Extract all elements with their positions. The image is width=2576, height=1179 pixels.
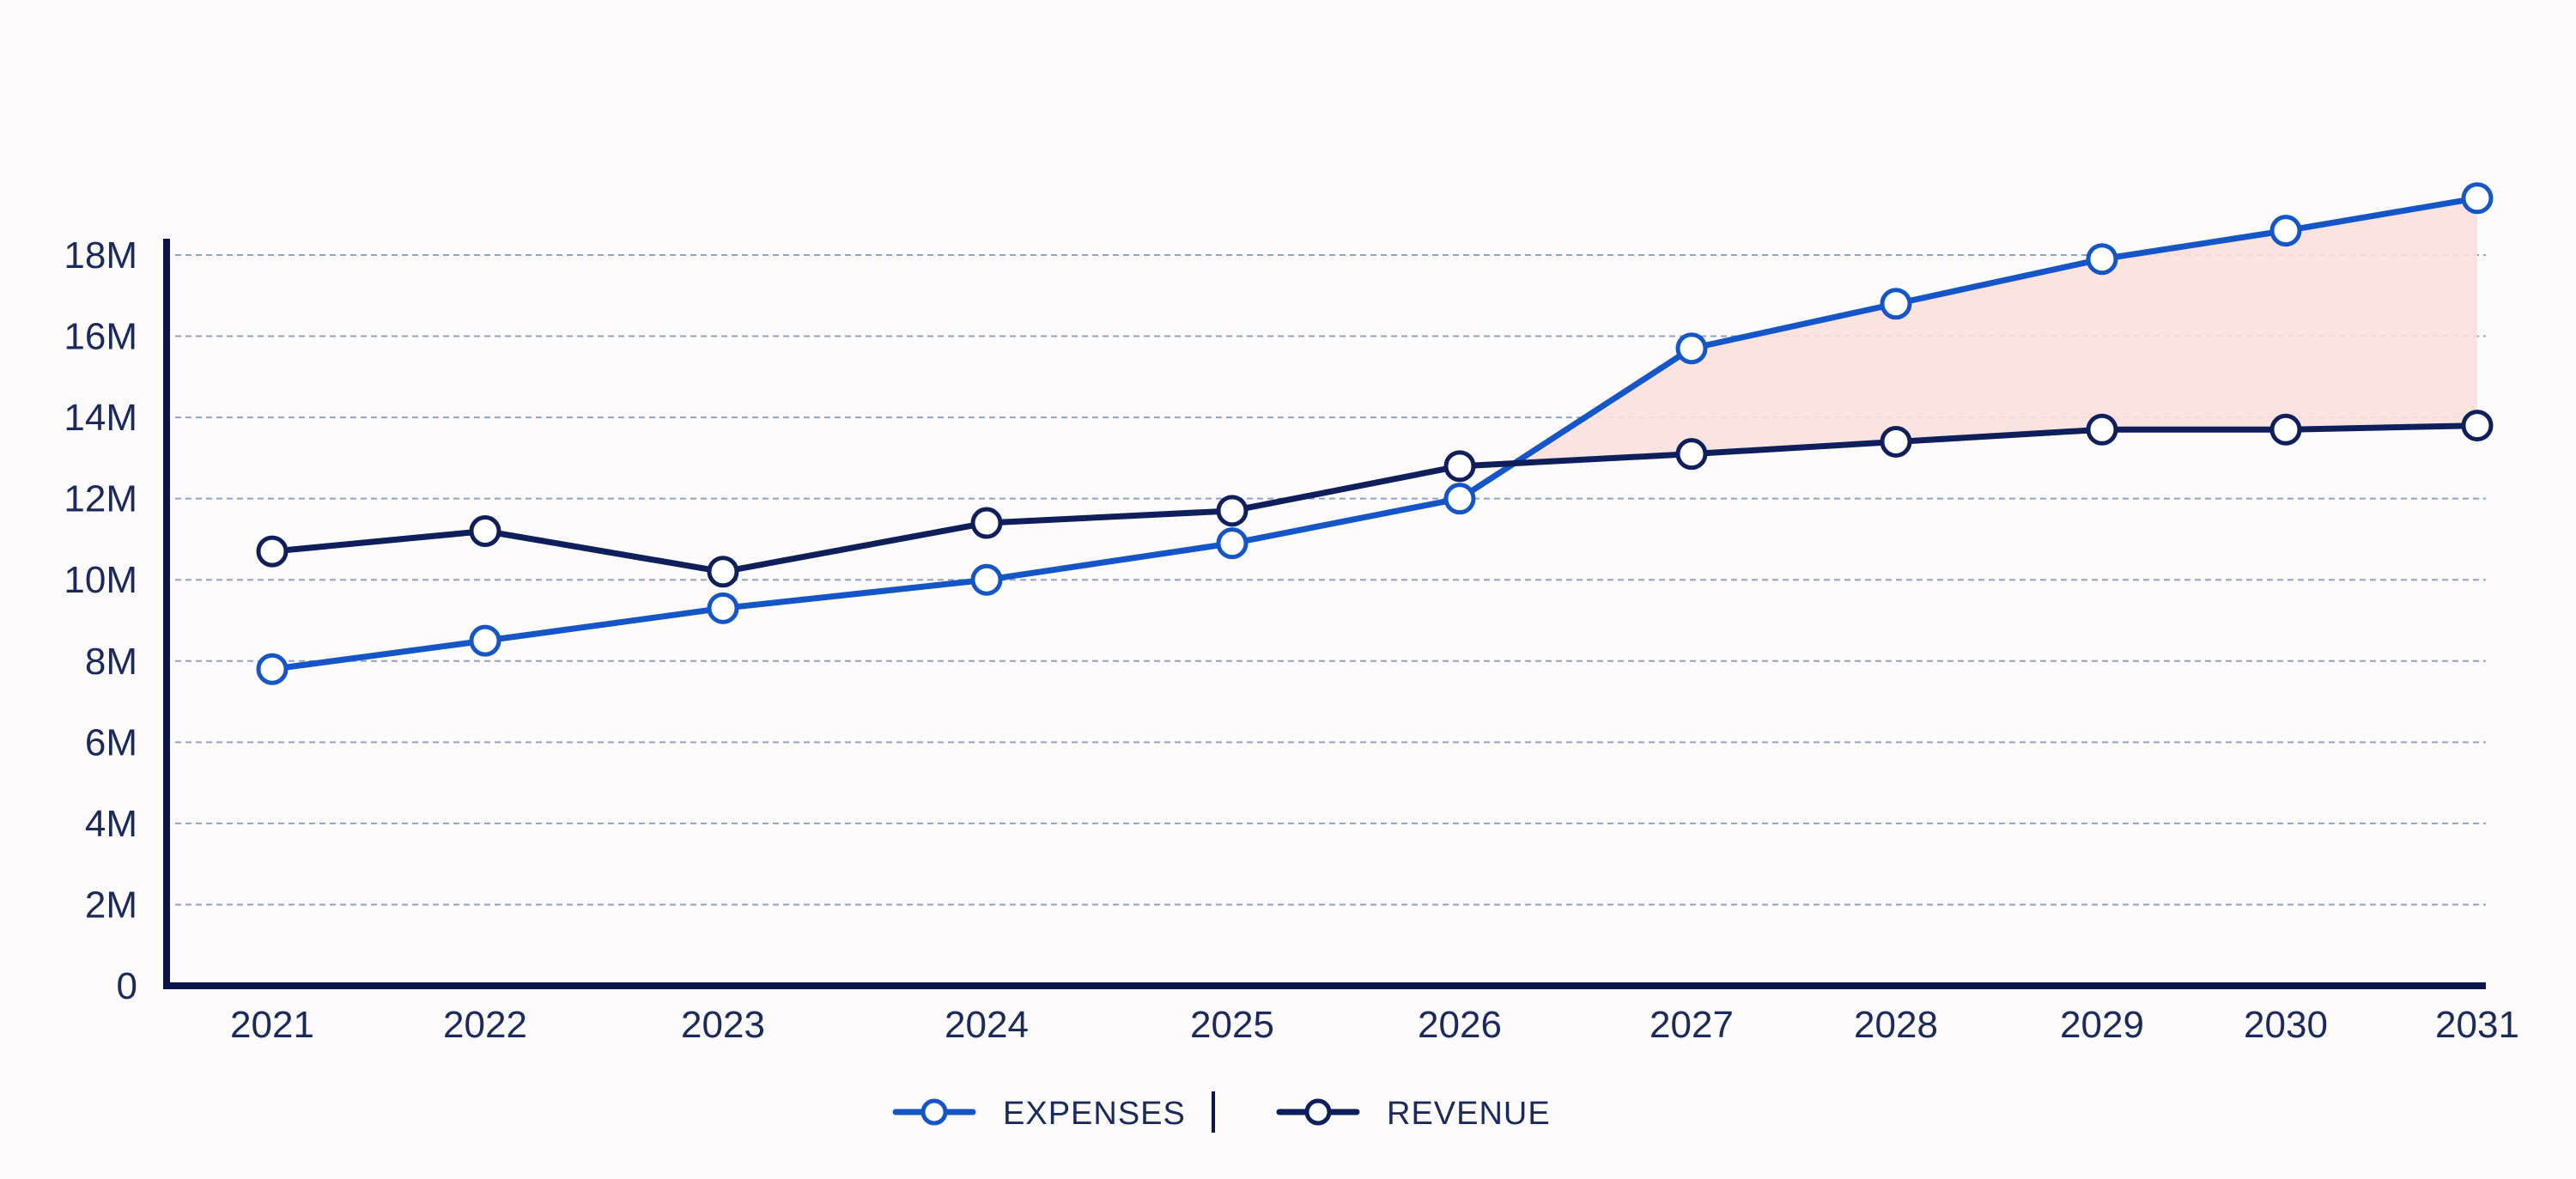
gap-fill: [1514, 198, 2477, 464]
data-point-revenue: [2086, 413, 2118, 446]
legend: EXPENSES REVENUE: [892, 1091, 1551, 1133]
y-tick-label: 0: [117, 965, 137, 1007]
x-tick-label: 2023: [681, 1004, 765, 1046]
x-tick-label: 2025: [1190, 1004, 1274, 1046]
y-tick-label: 4M: [85, 803, 137, 845]
x-tick-label: 2022: [443, 1004, 527, 1046]
data-point-expenses: [970, 563, 1003, 596]
data-point-revenue: [1675, 438, 1708, 471]
axes: [163, 239, 2486, 989]
y-tick-label: 6M: [85, 721, 137, 763]
data-point-revenue: [1216, 495, 1249, 527]
x-tick-label: 2031: [2435, 1004, 2519, 1046]
y-tick-label: 14M: [64, 397, 137, 439]
data-point-expenses: [469, 624, 501, 657]
gridlines: [175, 254, 2486, 906]
data-point-expenses: [1216, 527, 1249, 560]
data-point-expenses: [2086, 243, 2118, 276]
data-point-revenue: [2461, 410, 2494, 442]
x-tick-label: 2026: [1418, 1004, 1502, 1046]
data-point-revenue: [1443, 450, 1476, 483]
data-point-expenses: [256, 653, 289, 685]
y-tick-labels: 0 2M 4M 6M 8M 10M 12M 14M 16M 18M: [64, 234, 137, 1007]
x-tick-label: 2021: [230, 1004, 314, 1046]
y-tick-label: 18M: [64, 234, 137, 277]
y-tick-label: 12M: [64, 478, 137, 520]
y-tick-label: 2M: [85, 884, 137, 926]
x-tick-label: 2029: [2060, 1004, 2144, 1046]
legend-label-revenue: REVENUE: [1387, 1096, 1551, 1132]
y-tick-label: 16M: [64, 316, 137, 358]
legend-marker-expenses: [920, 1098, 948, 1126]
series-markers: [256, 182, 2494, 685]
data-point-expenses: [707, 592, 739, 624]
x-tick-label: 2030: [2244, 1004, 2328, 1046]
data-point-expenses: [2269, 215, 2302, 247]
legend-label-expenses: EXPENSES: [1003, 1096, 1186, 1132]
x-tick-label: 2024: [945, 1004, 1029, 1046]
data-point-expenses: [1880, 288, 1912, 320]
y-tick-label: 10M: [64, 559, 137, 601]
x-tick-label: 2027: [1649, 1004, 1734, 1046]
data-point-revenue: [256, 535, 289, 568]
data-point-expenses: [2461, 182, 2494, 215]
data-point-revenue: [1880, 425, 1912, 458]
data-point-revenue: [707, 556, 739, 588]
gap-area: [1514, 198, 2477, 464]
data-point-revenue: [2269, 413, 2302, 446]
legend-marker-revenue: [1304, 1098, 1332, 1126]
x-tick-label: 2028: [1854, 1004, 1938, 1046]
x-tick-labels: 2021 2022 2023 2024 2025 2026 2027 2028 2029 2030…: [230, 1004, 2519, 1046]
data-point-expenses: [1675, 332, 1708, 365]
data-point-revenue: [469, 514, 501, 547]
data-point-revenue: [970, 507, 1003, 539]
y-tick-label: 8M: [85, 641, 137, 683]
data-point-expenses: [1443, 483, 1476, 515]
